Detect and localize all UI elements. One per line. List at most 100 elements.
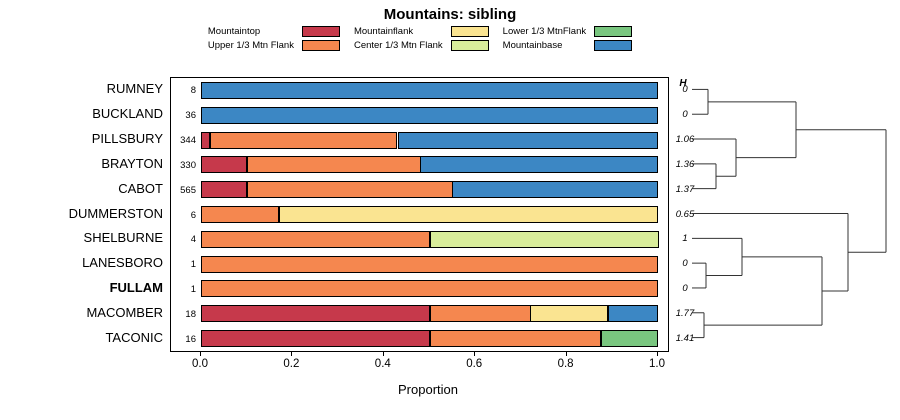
row-label: SHELBURNE xyxy=(83,230,163,246)
h-value: 1.36 xyxy=(675,158,695,170)
h-value: 0 xyxy=(682,109,688,121)
bar-segment-center-1-3-mtn-flank xyxy=(430,230,659,248)
x-tick-label: 0.6 xyxy=(466,358,483,370)
dendrogram xyxy=(692,88,887,339)
row-label: MACOMBER xyxy=(86,304,163,320)
x-tick-mark xyxy=(382,351,384,356)
bar-row xyxy=(201,305,658,323)
bar-row xyxy=(201,106,658,124)
bar-segment-upper-1-3-mtn-flank xyxy=(430,305,531,323)
bar-row xyxy=(201,131,658,149)
legend-group: Lower 1/3 MtnFlank Mountainbase xyxy=(502,25,633,51)
row-label: CABOT xyxy=(118,180,163,196)
bar-segment-upper-1-3-mtn-flank xyxy=(201,255,658,273)
legend-group: Mountainflank Center 1/3 Mtn Flank xyxy=(354,26,489,51)
n-value: 8 xyxy=(190,85,196,97)
h-value: 1 xyxy=(682,233,688,245)
bar-segment-mountainbase xyxy=(201,81,658,99)
bar-segment-upper-1-3-mtn-flank xyxy=(247,181,453,199)
h-value: 1.77 xyxy=(675,307,695,319)
bar-row xyxy=(201,181,658,199)
row-label: DUMMERSTON xyxy=(68,205,163,221)
bar-segment-upper-1-3-mtn-flank xyxy=(201,280,658,298)
legend-swatch xyxy=(450,40,489,51)
legend-label: Mountaintop xyxy=(207,25,261,37)
legend-label: Upper 1/3 Mtn Flank xyxy=(207,39,294,51)
bar-segment-mountainflank xyxy=(530,305,608,323)
plot-area xyxy=(170,77,669,352)
bar-segment-lower-1-3-mtnflank xyxy=(601,330,658,348)
x-tick-label: 0.8 xyxy=(557,358,574,370)
n-value: 330 xyxy=(180,159,196,171)
legend-label: Mountainflank xyxy=(353,25,414,37)
h-value: 0 xyxy=(682,84,688,96)
bar-segment-mountaintop xyxy=(201,181,247,199)
row-label: BUCKLAND xyxy=(92,106,163,122)
legend-label: Mountainbase xyxy=(502,39,563,51)
bar-segment-upper-1-3-mtn-flank xyxy=(210,131,397,149)
n-value: 6 xyxy=(190,209,196,221)
legend: Mountaintop Upper 1/3 Mtn Flank Mountainfl… xyxy=(160,26,680,51)
row-label: TACONIC xyxy=(105,329,163,345)
row-label: PILLSBURY xyxy=(91,131,163,147)
legend-label: Center 1/3 Mtn Flank xyxy=(353,39,443,51)
h-value: 0 xyxy=(682,282,688,294)
n-value: 36 xyxy=(185,110,196,122)
n-value: 16 xyxy=(185,333,196,345)
row-label: BRAYTON xyxy=(101,155,163,171)
h-value: 1.41 xyxy=(675,332,695,344)
bar-segment-mountainbase xyxy=(420,156,658,174)
x-tick-mark xyxy=(565,351,567,356)
bar-segment-upper-1-3-mtn-flank xyxy=(430,330,601,348)
bar-segment-upper-1-3-mtn-flank xyxy=(201,206,279,223)
legend-group: Mountaintop Upper 1/3 Mtn Flank xyxy=(208,26,340,51)
legend-swatch xyxy=(450,26,489,37)
chart-title: Mountains: sibling xyxy=(383,6,517,23)
bar-row xyxy=(201,230,659,248)
x-tick-mark xyxy=(291,351,293,356)
h-value: 0 xyxy=(682,258,688,270)
legend-swatch xyxy=(594,26,633,37)
n-value: 1 xyxy=(190,283,196,295)
n-value: 4 xyxy=(190,234,196,246)
row-label: LANESBORO xyxy=(82,255,163,271)
legend-swatch xyxy=(301,26,340,37)
bar-segment-mountainbase xyxy=(398,131,658,149)
bar-row xyxy=(201,156,658,174)
x-tick-label: 1.0 xyxy=(649,358,665,370)
x-tick-label: 0.2 xyxy=(283,358,300,370)
legend-swatch xyxy=(301,40,340,51)
bar-row xyxy=(201,330,658,348)
bar-segment-mountainbase xyxy=(608,305,658,323)
n-value: 565 xyxy=(180,184,196,196)
bar-segment-mountaintop xyxy=(201,305,430,323)
x-tick-mark xyxy=(200,351,201,356)
n-value: 18 xyxy=(185,308,196,320)
n-value: 1 xyxy=(190,259,196,271)
bar-segment-upper-1-3-mtn-flank xyxy=(201,230,430,248)
bar-segment-mountainflank xyxy=(279,206,658,223)
legend-swatch xyxy=(594,40,633,51)
row-label: RUMNEY xyxy=(106,81,163,97)
bar-row xyxy=(201,81,658,99)
bar-segment-upper-1-3-mtn-flank xyxy=(247,156,421,174)
bar-segment-mountaintop xyxy=(201,156,247,174)
x-tick-label: 0.4 xyxy=(374,358,391,370)
x-tick-label: 0.0 xyxy=(192,358,208,370)
bar-row xyxy=(201,255,658,273)
x-tick-mark xyxy=(657,351,658,356)
h-value: 1.06 xyxy=(675,134,695,146)
bar-row xyxy=(201,206,658,223)
n-value: 344 xyxy=(180,135,196,147)
h-column-header: H xyxy=(679,78,687,89)
bar-segment-mountainbase xyxy=(452,181,658,199)
bar-segment-mountaintop xyxy=(201,330,430,348)
bar-segment-mountainbase xyxy=(201,106,658,124)
h-value: 1.37 xyxy=(675,183,695,195)
legend-label: Lower 1/3 MtnFlank xyxy=(502,25,587,37)
x-axis-label: Proportion xyxy=(398,382,458,397)
x-tick-mark xyxy=(474,351,476,356)
row-label: FULLAM xyxy=(109,279,163,295)
bar-row xyxy=(201,280,658,298)
